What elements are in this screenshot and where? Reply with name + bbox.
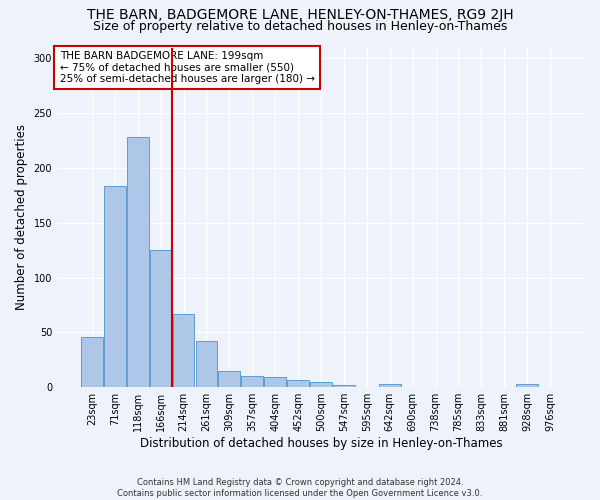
Bar	[104, 186, 126, 387]
X-axis label: Distribution of detached houses by size in Henley-on-Thames: Distribution of detached houses by size …	[140, 437, 502, 450]
Text: THE BARN, BADGEMORE LANE, HENLEY-ON-THAMES, RG9 2JH: THE BARN, BADGEMORE LANE, HENLEY-ON-THAM…	[86, 8, 514, 22]
Text: Size of property relative to detached houses in Henley-on-Thames: Size of property relative to detached ho…	[93, 20, 507, 33]
Text: THE BARN BADGEMORE LANE: 199sqm
← 75% of detached houses are smaller (550)
25% o: THE BARN BADGEMORE LANE: 199sqm ← 75% of…	[59, 51, 314, 84]
Text: Contains HM Land Registry data © Crown copyright and database right 2024.
Contai: Contains HM Land Registry data © Crown c…	[118, 478, 482, 498]
Bar	[310, 382, 332, 387]
Bar	[196, 341, 217, 387]
Bar	[173, 314, 194, 387]
Bar	[517, 384, 538, 387]
Bar	[150, 250, 172, 387]
Bar	[127, 138, 149, 387]
Bar	[287, 380, 309, 387]
Bar	[81, 337, 103, 387]
Bar	[333, 385, 355, 387]
Bar	[241, 376, 263, 387]
Y-axis label: Number of detached properties: Number of detached properties	[15, 124, 28, 310]
Bar	[379, 384, 401, 387]
Bar	[218, 371, 240, 387]
Bar	[265, 378, 286, 387]
